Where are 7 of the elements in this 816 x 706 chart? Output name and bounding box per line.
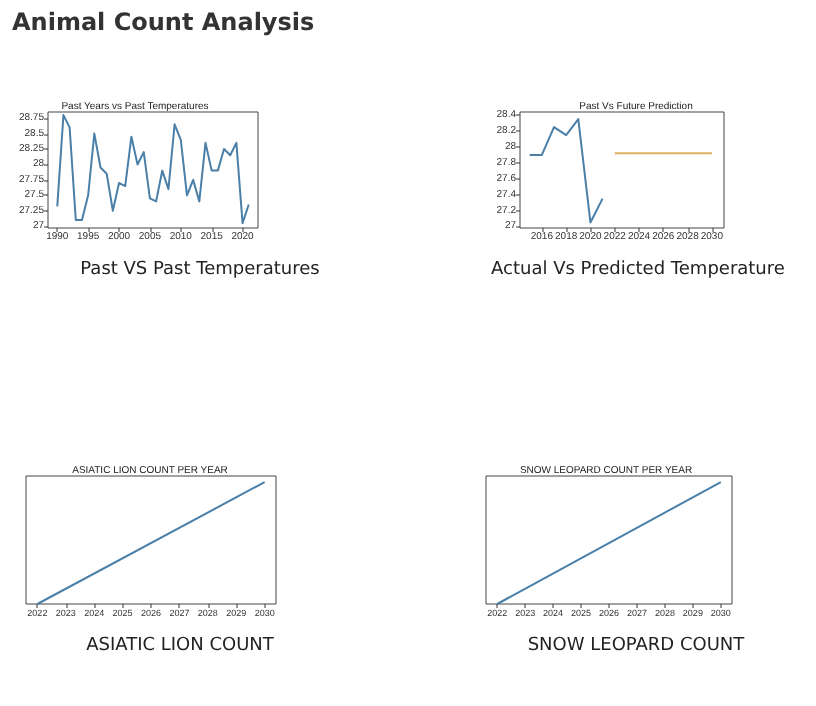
- text: ASIATIC LION COUNT: [84, 636, 276, 656]
- text: Animal Count Analysis: [12, 8, 315, 36]
- line-series: [56, 114, 250, 225]
- text: Past VS Past Temperatures: [78, 260, 322, 280]
- text: Actual Vs Predicted Temperature: [489, 260, 787, 280]
- text: SNOW LEOPARD COUNT: [525, 636, 747, 656]
- line-series: [528, 118, 604, 224]
